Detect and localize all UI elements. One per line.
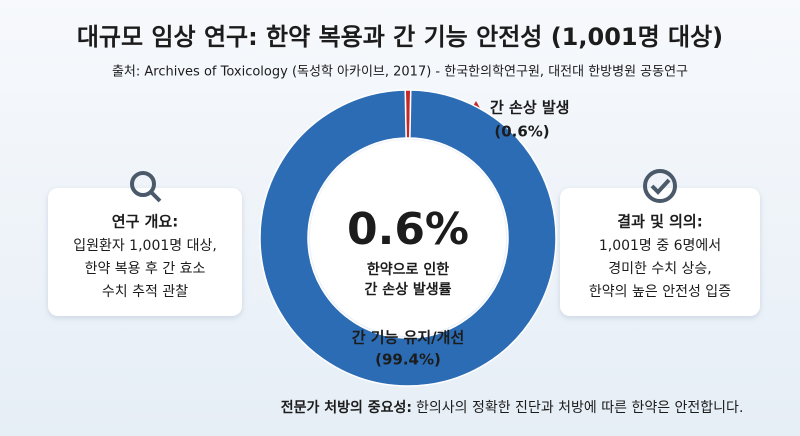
box-heading: 연구 개요:	[112, 213, 178, 231]
title: 대규모 임상 연구: 한약 복용과 간 기능 안전성 (1,001명 대상)	[77, 23, 723, 51]
center-caption: 간 손상 발생률	[364, 281, 451, 298]
subtitle: 출처: Archives of Toxicology (독성학 아카이브, 20…	[112, 65, 688, 80]
box-line: 수치 추적 관찰	[102, 284, 188, 300]
left-box	[48, 188, 242, 316]
right-box	[560, 188, 760, 316]
box-heading: 결과 및 의의:	[617, 213, 702, 231]
donut-hole	[310, 140, 506, 336]
donut-segment	[259, 89, 557, 387]
center-caption: 한약으로 인한	[367, 261, 449, 278]
box-line: 입원환자 1,001명 대상,	[73, 238, 217, 254]
box-line: 한약의 높은 안전성 입증	[589, 284, 731, 300]
footer-bold: 전문가 처방의 중요성:	[281, 399, 412, 416]
box-line: 한약 복용 후 간 효소	[85, 261, 206, 277]
segment-label: 간 기능 유지/개선	[352, 329, 465, 347]
box-line: 경미한 수치 상승,	[608, 261, 712, 277]
footer-text: 한의사의 정확한 진단과 처방에 따른 한약은 안전합니다.	[416, 400, 743, 416]
segment-value-label: (0.6%)	[494, 123, 549, 141]
check-icon	[643, 169, 677, 203]
center-value: 0.6%	[347, 204, 469, 255]
segment-label: 간 손상 발생	[490, 99, 569, 117]
segment-value-label: (99.4%)	[375, 351, 441, 369]
magnifier-icon	[130, 171, 162, 203]
box-line: 1,001명 중 6명에서	[599, 238, 721, 254]
